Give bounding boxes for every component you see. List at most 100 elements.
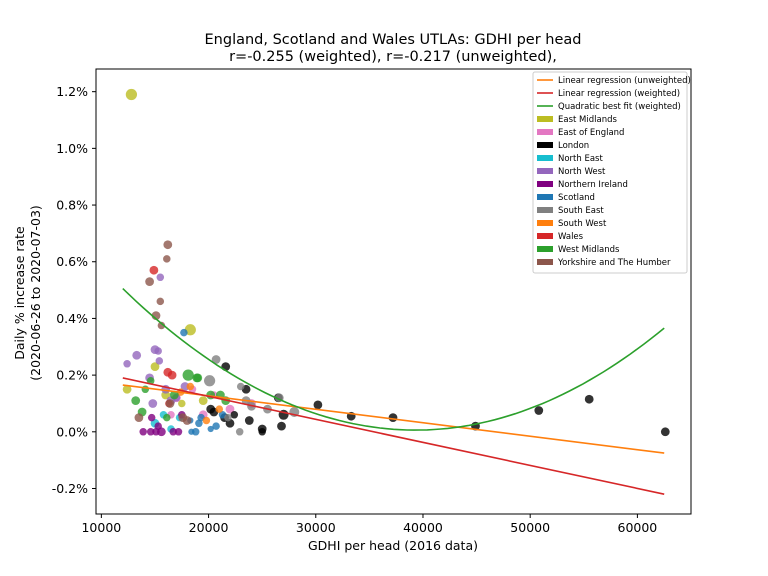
legend-color-swatch — [537, 246, 553, 252]
legend-label: South East — [558, 206, 604, 216]
data-point — [134, 413, 144, 422]
legend-color-swatch — [537, 155, 553, 161]
legend-color-swatch — [537, 194, 553, 200]
axes: 10000 20000 30000 40000 50000 60000 -0.2% 0.0% 0… — [52, 68, 692, 535]
regression-lines — [122, 288, 665, 495]
legend-label: Wales — [558, 232, 584, 242]
data-point — [230, 411, 239, 419]
legend-label: Quadratic best fit (weighted) — [558, 102, 681, 112]
data-point — [180, 382, 190, 391]
y-axis-label-period: (2020-06-26 to 2020-07-03) — [28, 205, 43, 381]
data-point — [660, 427, 670, 437]
data-point — [198, 396, 208, 405]
y-tick-label: -0.2% — [52, 481, 88, 496]
data-point — [224, 413, 232, 422]
data-point — [169, 390, 179, 400]
data-point — [277, 421, 286, 431]
y-tick-label: 0.2% — [56, 368, 88, 383]
x-axis-label: GDHI per head (2016 data) — [308, 538, 478, 553]
data-point — [147, 413, 156, 422]
y-tick-label: 1.2% — [56, 84, 88, 99]
data-point — [156, 297, 165, 306]
data-point — [174, 428, 183, 436]
data-point — [149, 265, 159, 275]
chart-subtitle: r=-0.255 (weighted), r=-0.217 (unweighte… — [229, 49, 557, 65]
legend-color-swatch — [537, 142, 553, 148]
legend-label: East of England — [558, 128, 624, 138]
legend-label: North West — [558, 167, 606, 177]
data-point — [203, 375, 216, 387]
x-tick-label: 40000 — [403, 520, 443, 535]
legend-label: Yorkshire and The Humber — [557, 258, 671, 268]
data-point — [157, 321, 166, 330]
data-point — [122, 384, 132, 394]
legend-label: West Midlands — [558, 245, 620, 255]
data-point — [206, 404, 216, 414]
data-point — [211, 355, 221, 364]
legend-color-swatch — [537, 259, 553, 265]
data-point — [123, 360, 131, 368]
legend-label: South West — [558, 219, 607, 229]
legend-color-swatch — [537, 233, 553, 239]
y-tick-label: 0.6% — [56, 254, 88, 269]
data-point — [155, 357, 164, 365]
legend-color-swatch — [537, 168, 553, 174]
chart-title: England, Scotland and Wales UTLAs: GDHI … — [205, 32, 582, 48]
plot-frame — [95, 68, 692, 515]
data-point — [388, 413, 398, 422]
data-point — [192, 373, 202, 383]
data-point — [148, 399, 158, 408]
legend-label: Northern Ireland — [558, 180, 628, 190]
legend-label: East Midlands — [558, 115, 617, 125]
data-point — [125, 88, 138, 101]
data-point — [145, 277, 154, 286]
legend-label: Linear regression (weighted) — [558, 89, 680, 99]
data-point — [163, 255, 171, 263]
data-point — [182, 416, 192, 425]
data-point — [313, 400, 323, 410]
data-point — [150, 362, 160, 371]
y-tick-label: 0.8% — [56, 198, 88, 213]
regression-line — [122, 377, 665, 495]
data-point — [225, 404, 235, 414]
regression-line — [122, 384, 665, 454]
legend-label: North East — [558, 154, 603, 164]
legend-label: Linear regression (unweighted) — [558, 76, 691, 86]
x-tick-label: 50000 — [510, 520, 550, 535]
data-point — [146, 377, 155, 385]
legend-color-swatch — [537, 220, 553, 226]
x-tick-label: 10000 — [81, 520, 121, 535]
y-axis-label: Daily % increase rate — [12, 226, 27, 360]
data-point — [163, 240, 173, 250]
data-point — [180, 328, 188, 337]
data-point — [195, 419, 203, 428]
data-point — [188, 428, 195, 435]
regression-line — [122, 288, 665, 431]
legend-color-swatch — [537, 129, 553, 135]
data-point — [244, 416, 254, 425]
data-point — [146, 428, 155, 436]
data-point — [584, 394, 594, 404]
legend: Linear regression (unweighted) Linear reg… — [532, 71, 691, 274]
data-point — [534, 406, 544, 415]
data-point — [236, 382, 245, 391]
legend-label: Scotland — [558, 193, 595, 203]
legend-label: London — [558, 141, 589, 151]
legend-box — [532, 71, 688, 274]
data-point — [169, 428, 177, 436]
data-point — [212, 422, 220, 430]
x-tick-label: 60000 — [618, 520, 658, 535]
data-point — [207, 425, 214, 433]
data-point — [215, 405, 224, 413]
data-point — [182, 369, 194, 381]
data-point — [139, 428, 147, 436]
data-point — [167, 370, 177, 380]
data-point — [202, 416, 211, 425]
y-tick-label: 0.0% — [56, 424, 88, 439]
data-point — [258, 428, 266, 436]
scatter-points — [122, 88, 670, 437]
data-point — [178, 399, 186, 408]
data-point — [141, 385, 150, 394]
legend-color-swatch — [537, 181, 553, 187]
